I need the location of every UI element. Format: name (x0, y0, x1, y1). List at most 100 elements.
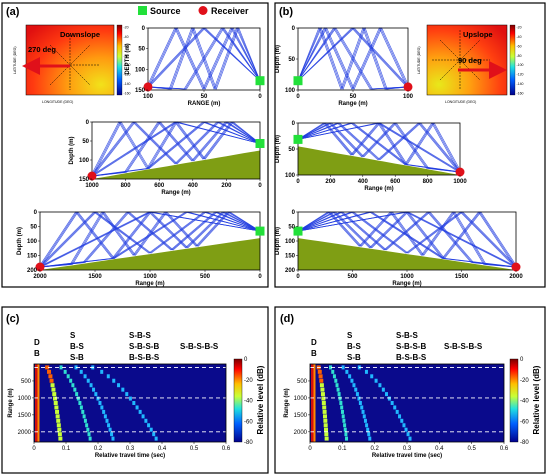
receiver-marker (403, 82, 413, 92)
arrival-cell (147, 423, 151, 428)
map_b-cbar-tick: -160 (517, 92, 524, 96)
colorbar-label: Relative level (dB) (256, 365, 265, 434)
y-tick-label: 0 (142, 26, 146, 32)
arrival-cell (48, 374, 53, 379)
arrival-cell (121, 387, 125, 392)
map_b-cbar-tick: -20 (517, 26, 522, 30)
source-legend-icon (138, 6, 147, 15)
arrival-cell (51, 387, 56, 392)
arrival-cell (144, 418, 148, 423)
map-a-heading: 270 deg (28, 45, 56, 54)
arrival-cell (81, 409, 85, 414)
x-tick-label: 100 (403, 94, 414, 100)
arrival-cell (339, 401, 343, 405)
arrival-cell (393, 405, 397, 410)
direct-arrival-band (313, 364, 316, 442)
arrival-cell (366, 427, 370, 432)
seabed (298, 238, 516, 270)
heatmap-background (34, 364, 226, 442)
y-tick-label: 100 (27, 239, 38, 245)
label-d-s: S (347, 331, 353, 340)
ray-plot-b2: 0 200 400 600 800 1000 0 50 100 Range (m) Depth (m… (275, 121, 467, 192)
ray-path (297, 211, 515, 268)
arrival-cell (111, 436, 115, 441)
arrival-cell (89, 383, 93, 388)
receiver-legend-label: Receiver (211, 6, 249, 16)
arrival-cell (53, 396, 58, 401)
receiver-marker (511, 262, 521, 272)
map_a-cbar-tick: -120 (124, 73, 131, 77)
arrival-cell (71, 383, 75, 388)
arrival-cell (332, 374, 336, 379)
y-tick-label: 100 (285, 239, 296, 245)
arrival-cell (324, 432, 329, 437)
label-c-sbsb: S-B-S-B (129, 342, 159, 351)
direct-arrival-band (311, 364, 314, 442)
colorbar-tick-label: -40 (520, 399, 529, 405)
map_a-cbar-tick: -20 (124, 26, 129, 30)
label-d-d: D (311, 338, 317, 347)
ray-path (147, 26, 261, 91)
receiver-marker (35, 262, 45, 272)
arrival-cell (345, 436, 349, 441)
ray-path (297, 211, 518, 268)
arrival-cell (86, 378, 90, 383)
ray-path (148, 27, 261, 90)
x-tick-label: 0.2 (370, 446, 379, 452)
arrival-cell (402, 423, 406, 428)
arrival-cell (320, 392, 325, 397)
x-tick-label: 0.6 (500, 446, 509, 452)
x-tick-label: 0 (308, 446, 312, 452)
y-tick-label: 1500 (18, 413, 32, 419)
arrival-cell (323, 418, 328, 423)
label-d-sbs: S-B-S (396, 331, 418, 340)
panel-b-frame (274, 2, 546, 288)
arrival-cell (350, 378, 354, 383)
arrival-cell (329, 365, 333, 370)
arrival-cell (96, 396, 100, 401)
arrival-cell (362, 414, 366, 419)
map_b-cbar-tick: -120 (517, 73, 524, 77)
arrival-cell (45, 365, 50, 370)
x-tick-label: 0 (258, 94, 262, 100)
y-tick-label: 0 (292, 26, 296, 32)
arrival-cell (100, 369, 104, 374)
x-tick-label: 200 (221, 183, 232, 189)
arrival-cell (57, 432, 62, 437)
x-tick-label: 0.1 (62, 446, 71, 452)
ray-path (91, 121, 261, 177)
arrival-cell (125, 392, 129, 397)
arrival-cell (322, 414, 327, 419)
arrival-cell (361, 409, 365, 414)
x-tick-label: 1000 (453, 179, 467, 185)
panel-d-frame (274, 306, 546, 474)
arrival-cell (335, 383, 339, 388)
direct-arrival-band (37, 364, 40, 442)
arrival-cell (367, 432, 371, 437)
arrival-cell (390, 401, 394, 405)
colorbar-tick-label: 0 (520, 357, 524, 363)
arrival-cell (374, 378, 378, 383)
x-tick-label: 0 (258, 274, 262, 280)
arrival-cell (94, 392, 98, 397)
arrival-cell (321, 396, 326, 401)
ray-plot-a3: 2000 1500 1000 500 0 0 50 100 150 200 Range (m) Dep… (17, 210, 265, 287)
x-axis-label: Range (m) (338, 101, 367, 107)
x-tick-label: 1500 (88, 274, 102, 280)
direct-arrival-band (35, 364, 38, 442)
x-tick-label: 200 (325, 179, 336, 185)
x-tick-label: 1000 (143, 274, 157, 280)
source-marker (293, 76, 303, 86)
arrival-cell (342, 418, 346, 423)
map-a-xlabel: LONGITUDE (DEG) (42, 100, 73, 104)
x-axis-label: RANGE (m) (188, 101, 221, 107)
arrival-cell (103, 414, 107, 419)
arrival-cell (395, 409, 399, 414)
arrival-cell (317, 369, 322, 374)
arrival-cell (337, 392, 341, 397)
x-tick-label: 0.2 (94, 446, 103, 452)
y-tick-label: 50 (30, 225, 37, 231)
source-marker (293, 134, 303, 144)
seabed (40, 238, 260, 270)
